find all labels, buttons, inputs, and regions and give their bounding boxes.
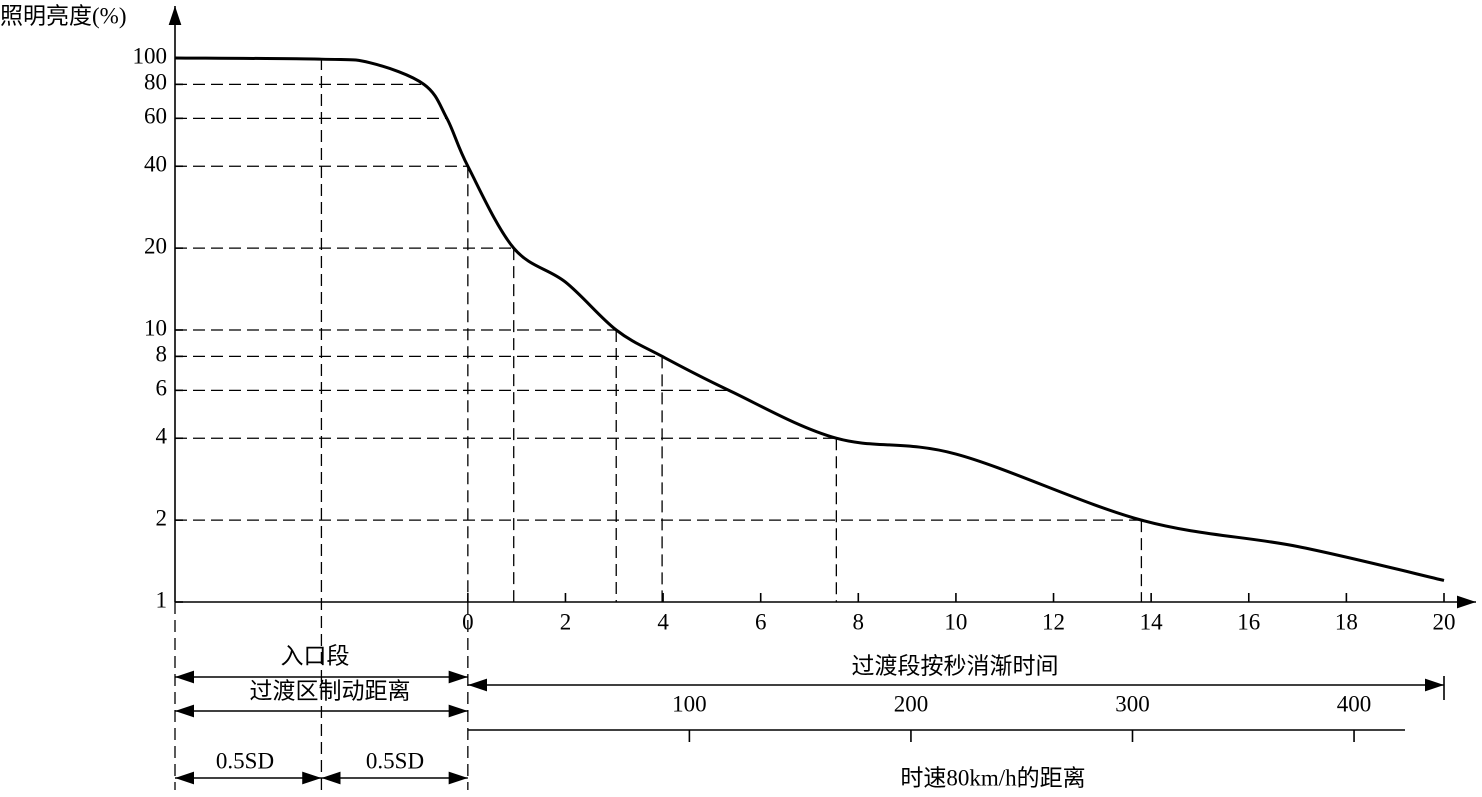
entrance-zone-label: 入口段 — [281, 643, 350, 668]
y-tick-label: 80 — [144, 70, 167, 95]
x2-tick-label: 300 — [1115, 691, 1150, 716]
braking-distance-label: 过渡区制动距离 — [250, 678, 411, 703]
x-tick-label: 18 — [1335, 609, 1358, 634]
transition-time-label: 过渡段按秒消渐时间 — [852, 653, 1059, 678]
y-tick-label: 40 — [144, 152, 167, 177]
half-sd-label: 0.5SD — [216, 748, 274, 773]
x-tick-label: 20 — [1433, 609, 1456, 634]
y-tick-label: 100 — [133, 43, 168, 68]
x2-axis-label: 时速80km/h的距离 — [900, 765, 1085, 790]
y-tick-label: 6 — [156, 376, 168, 401]
x-tick-label: 12 — [1042, 609, 1065, 634]
curve — [174, 56, 1445, 582]
y-tick-label: 10 — [144, 315, 167, 340]
x-tick-label: 6 — [755, 609, 767, 634]
half-sd-label: 0.5SD — [366, 748, 424, 773]
x2-tick-label: 400 — [1337, 691, 1372, 716]
y-axis-label: 照明亮度(%) — [0, 3, 126, 28]
y-tick-label: 8 — [156, 342, 168, 367]
x-tick-label: 16 — [1237, 609, 1260, 634]
x-tick-label: 2 — [560, 609, 572, 634]
y-tick-label: 20 — [144, 233, 167, 258]
y-tick-label: 60 — [144, 104, 167, 129]
x2-tick-label: 100 — [672, 691, 707, 716]
y-tick-label: 4 — [156, 424, 168, 449]
y-tick-label: 1 — [156, 587, 168, 612]
x2-tick-label: 200 — [894, 691, 929, 716]
x-tick-label: 4 — [657, 609, 669, 634]
x-tick-label: 8 — [853, 609, 865, 634]
x-tick-label: 10 — [944, 609, 967, 634]
x-tick-label: 14 — [1140, 609, 1164, 634]
y-tick-label: 2 — [156, 505, 168, 530]
